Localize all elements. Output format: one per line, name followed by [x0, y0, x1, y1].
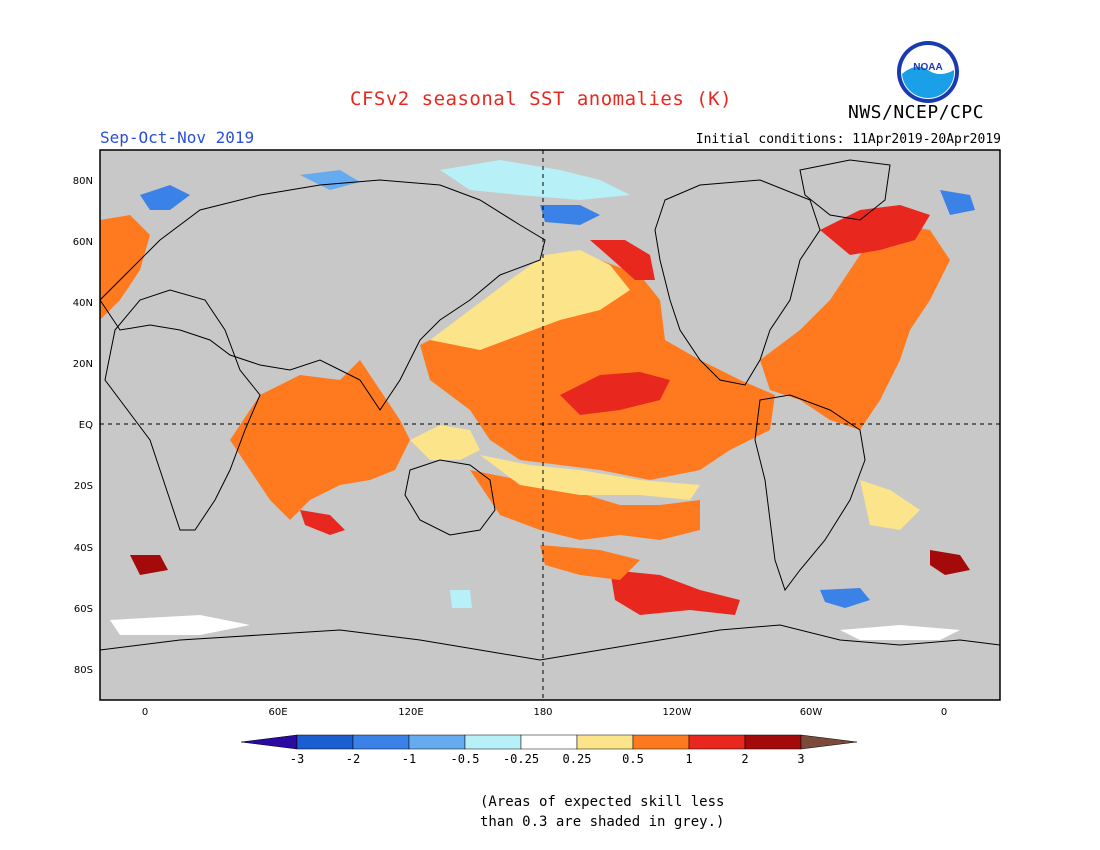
cool-southern-ocean: [820, 588, 870, 608]
colorbar-swatch: [352, 734, 410, 750]
lon-label: 60E: [268, 707, 287, 718]
australia-outline: [404, 459, 496, 536]
lon-label: 180: [533, 707, 552, 718]
colorbar-tick: 0.5: [622, 752, 644, 766]
initial-conditions-label: Initial conditions: 11Apr2019-20Apr2019: [695, 132, 1001, 147]
lat-label: EQ: [79, 420, 93, 431]
lat-label: 20N: [73, 359, 93, 370]
skill-note-line: than 0.3 are shaded in grey.): [480, 814, 725, 830]
logo-text: NOAA: [913, 62, 942, 73]
africa-outline: [104, 289, 261, 531]
south-pacific-band: [470, 470, 700, 540]
warm-indian-ocean: [230, 360, 410, 520]
hot-south-atlantic: [930, 550, 970, 575]
lon-label: 60W: [800, 707, 823, 718]
cool-arctic-3: [440, 160, 630, 200]
lat-label: 40S: [74, 543, 93, 554]
eurasia-outline: [100, 179, 546, 411]
colorbar-tick: -1: [401, 752, 417, 766]
anomaly-shading: [100, 160, 975, 640]
cool-greenland: [940, 190, 975, 215]
lat-label: 60S: [74, 604, 93, 615]
warm-pacific-north-band: [430, 250, 630, 350]
lon-axis: 0 60E 120E 180 120W 60W 0: [142, 707, 947, 718]
antarctic-white-1: [110, 615, 250, 635]
colorbar-tick: -3: [289, 752, 305, 766]
hot-south-atlantic-west: [130, 555, 168, 575]
colorbar-tick: 2: [741, 752, 749, 766]
north-america-outline: [654, 179, 821, 386]
colorbar-swatch: [688, 734, 746, 750]
warm-north-atlantic: [760, 225, 950, 430]
skill-note: (Areas of expected skill less than 0.3 a…: [480, 792, 724, 832]
colorbar-arrow-low: [240, 734, 298, 750]
southern-ocean-warm: [610, 570, 740, 615]
lat-label: 20S: [74, 481, 93, 492]
colorbar-tick: 3: [797, 752, 805, 766]
agency-label: NWS/NCEP/CPC: [848, 102, 985, 123]
warm-south-atlantic: [860, 480, 920, 530]
southern-ocean-band: [540, 545, 640, 580]
lon-label: 0: [142, 707, 148, 718]
cool-arctic-2: [540, 205, 600, 225]
noaa-logo: NOAA: [897, 41, 959, 103]
lon-label: 0: [941, 707, 947, 718]
skill-note-line: (Areas of expected skill less: [480, 794, 725, 810]
colorbar-tick: -2: [345, 752, 361, 766]
cool-southern-ocean-2: [450, 590, 472, 608]
hot-pacific-patch: [560, 372, 670, 415]
lon-label: 120E: [398, 707, 423, 718]
warm-europe-seas: [100, 215, 150, 320]
lat-axis: 80N 60N 40N 20N EQ 20S 40S 60S 80S: [73, 176, 93, 676]
hot-indian-south: [300, 510, 345, 535]
greenland-outline: [799, 159, 891, 221]
lon-label: 120W: [663, 707, 692, 718]
lat-label: 80S: [74, 665, 93, 676]
colorbar-tick: 1: [685, 752, 693, 766]
lat-label: 60N: [73, 237, 93, 248]
colorbar-tick: -0.25: [502, 752, 540, 766]
colorbar-swatch: [744, 734, 802, 750]
south-pacific-light-band: [480, 455, 700, 500]
south-america-outline: [754, 394, 866, 592]
warm-maritime: [410, 425, 480, 460]
colorbar-tick: 0.25: [562, 752, 592, 766]
colorbar-swatch: [296, 734, 354, 750]
coastlines: [100, 159, 1000, 661]
antarctic-white-2: [840, 625, 960, 640]
colorbar-swatch: [632, 734, 690, 750]
hot-bering-patch: [590, 240, 655, 280]
chart-title: CFSv2 seasonal SST anomalies (K): [350, 88, 733, 110]
lat-label: 40N: [73, 298, 93, 309]
colorbar-arrow-high: [800, 734, 858, 750]
colorbar-swatch: [408, 734, 466, 750]
colorbar-tick: -0.5: [450, 752, 480, 766]
cool-arctic-4: [300, 170, 360, 190]
colorbar-swatch: [576, 734, 634, 750]
colorbar: [240, 734, 858, 750]
lat-label: 80N: [73, 176, 93, 187]
map-frame: [99, 149, 1001, 701]
antarctica-outline: [100, 624, 1000, 661]
season-label: Sep-Oct-Nov 2019: [100, 128, 255, 147]
colorbar-swatch: [520, 734, 578, 750]
cool-arctic-1: [140, 185, 190, 210]
colorbar-swatch: [464, 734, 522, 750]
